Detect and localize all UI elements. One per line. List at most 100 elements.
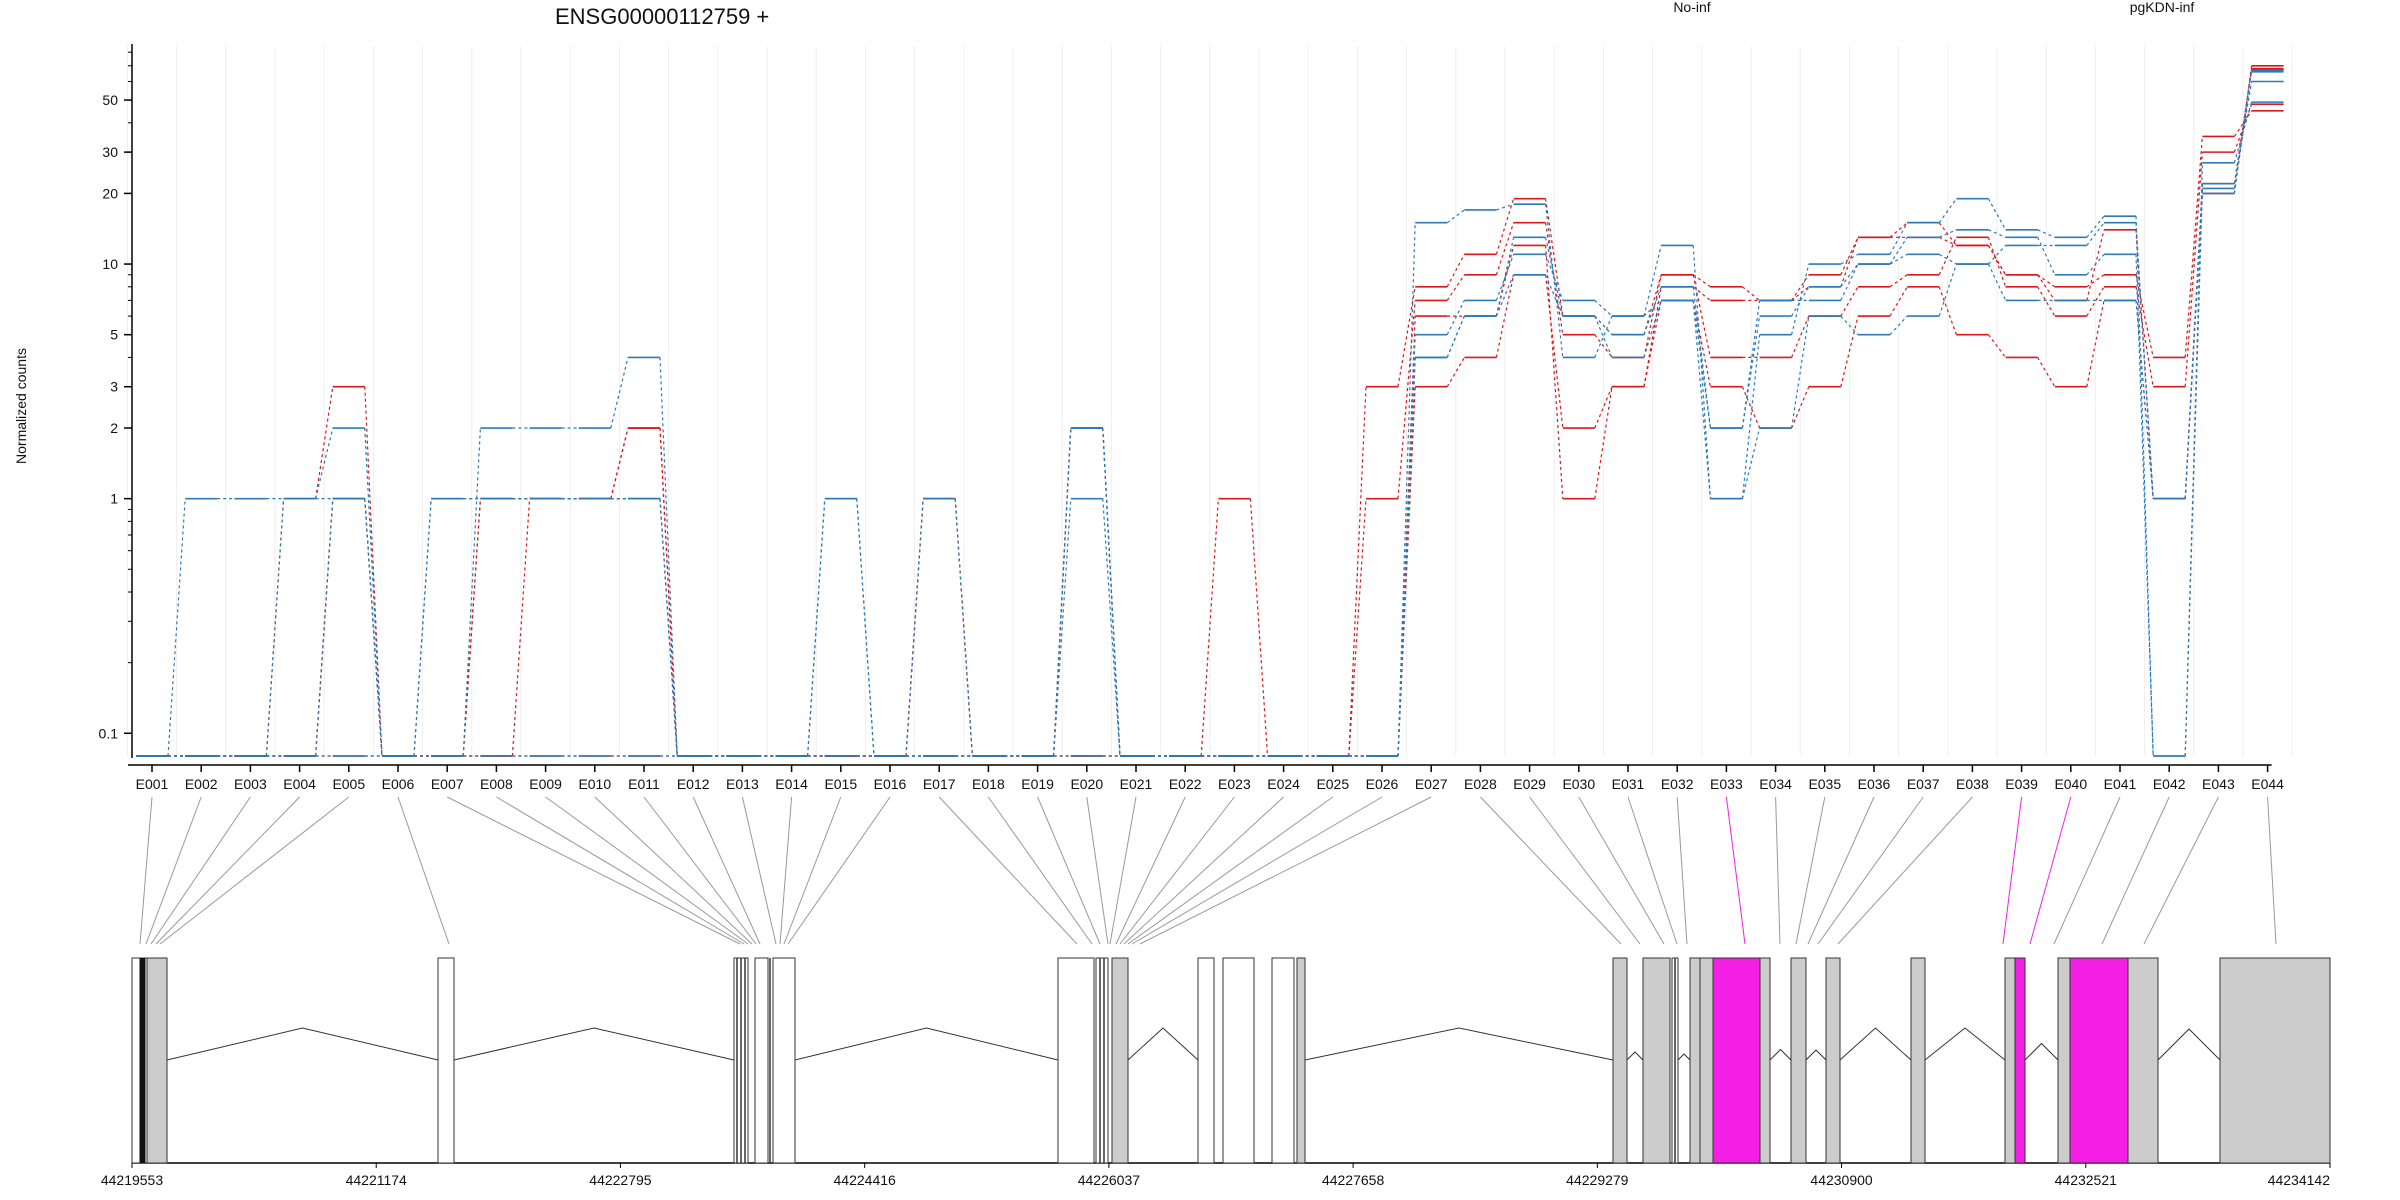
coord-label: 44221174: [346, 1172, 407, 1188]
x-tick-label: E035: [1808, 776, 1841, 792]
coord-label: 44227658: [1322, 1172, 1385, 1188]
exon-connector: [1115, 796, 1186, 945]
exon-block: [1699, 957, 1714, 1164]
series-connector: [1348, 386, 1367, 757]
x-tick-label: E031: [1612, 776, 1645, 792]
x-tick-label: E002: [185, 776, 218, 792]
series-connector: [1987, 334, 2007, 358]
x-tick-label: E025: [1316, 776, 1349, 792]
series-connector: [1987, 237, 2007, 287]
series-connector: [1446, 300, 1465, 335]
series-connector: [659, 428, 678, 757]
coord-label: 44219553: [101, 1172, 164, 1188]
exon-connector: [145, 796, 202, 945]
x-tick-label: E022: [1169, 776, 1202, 792]
series-connector: [315, 427, 334, 499]
x-tick-label: E010: [578, 776, 611, 792]
series-connector: [1594, 334, 1613, 358]
series-connector: [2184, 193, 2203, 499]
series-connector: [659, 357, 678, 757]
series-connector: [1594, 315, 1613, 336]
y-tick-label: 1: [110, 491, 118, 507]
exon-block: [1642, 957, 1671, 1164]
series-connector: [1495, 254, 1515, 301]
exon-connector: [1123, 796, 1284, 945]
exon-block: [1825, 957, 1841, 1164]
x-tick-label: E001: [136, 776, 169, 792]
x-tick-label: E037: [1907, 776, 1940, 792]
series-connector: [315, 386, 334, 499]
exon-block: [1296, 957, 1306, 1164]
series-connector: [364, 428, 383, 757]
exon-connector: [787, 796, 891, 945]
series-connector: [1938, 222, 1957, 246]
series-connector: [2086, 253, 2105, 276]
series-connector: [1889, 222, 1908, 238]
series-connector: [364, 498, 383, 757]
x-tick-label: E036: [1858, 776, 1891, 792]
intron-line: [453, 1027, 735, 1061]
exon-connector: [397, 796, 450, 945]
series-connector: [1742, 286, 1760, 301]
series-connector: [659, 498, 678, 757]
x-tick-label: E016: [874, 776, 907, 792]
x-tick-label: E014: [775, 776, 808, 792]
y-tick-label: 30: [102, 144, 118, 160]
series-connector: [1889, 236, 1908, 265]
exon-connector: [1480, 796, 1622, 945]
x-tick-label: E009: [529, 776, 562, 792]
exon-block: [2219, 957, 2331, 1164]
series-connector: [1545, 245, 1564, 499]
exon-connector: [1109, 796, 1137, 945]
exon-connector: [139, 796, 153, 945]
x-tick-label: E039: [2005, 776, 2038, 792]
exon-connector: [692, 796, 761, 945]
intron-line: [166, 1027, 439, 1061]
series-connector: [315, 498, 334, 757]
series-connector: [1987, 245, 2007, 265]
series-connector: [1545, 274, 1564, 317]
y-tick-label: 3: [110, 379, 118, 395]
exon-block: [1790, 957, 1807, 1164]
intron-line: [2024, 1042, 2059, 1061]
x-tick-label: E041: [2104, 776, 2137, 792]
x-tick-label: E028: [1464, 776, 1497, 792]
series-connector: [1545, 204, 1564, 358]
series-connector: [413, 498, 432, 757]
exon-connector: [155, 796, 300, 945]
coord-label: 44224416: [834, 1172, 897, 1188]
series-connector: [1791, 263, 1810, 335]
coord-label: 44226037: [1078, 1172, 1141, 1188]
series-connector: [1594, 386, 1613, 499]
series-connector: [1495, 237, 1515, 317]
x-tick-label: E003: [234, 776, 267, 792]
series-connector: [1594, 386, 1613, 429]
series-connector: [1840, 263, 1859, 288]
series-connector: [1840, 237, 1859, 276]
series-connector: [2233, 110, 2253, 137]
exon-connector: [1578, 796, 1665, 945]
exon-connector: [1807, 796, 1875, 945]
exon-block: [2127, 957, 2159, 1164]
series-connector: [2135, 216, 2154, 757]
series-connector: [2184, 188, 2203, 757]
exon-block: [146, 957, 168, 1164]
x-tick-label: E042: [2153, 776, 2186, 792]
exon-connector: [1127, 796, 1334, 945]
x-tick-label: E012: [677, 776, 710, 792]
series-connector: [1643, 300, 1662, 358]
series-connector: [856, 498, 875, 757]
series-connector: [1889, 315, 1908, 336]
x-tick-label: E040: [2054, 776, 2087, 792]
coord-label: 44232521: [2055, 1172, 2118, 1188]
chart-title: ENSG00000112759 +: [555, 4, 769, 29]
x-tick-label: E011: [628, 776, 660, 792]
series-connector: [1938, 237, 1957, 276]
series-connector: [1200, 498, 1219, 757]
exon-connector: [594, 796, 753, 945]
series-connector: [1545, 198, 1564, 317]
exon-connector: [1086, 796, 1109, 945]
exon-block: [754, 957, 769, 1164]
exon-block: [1612, 957, 1628, 1164]
y-tick-label: 20: [102, 185, 118, 201]
